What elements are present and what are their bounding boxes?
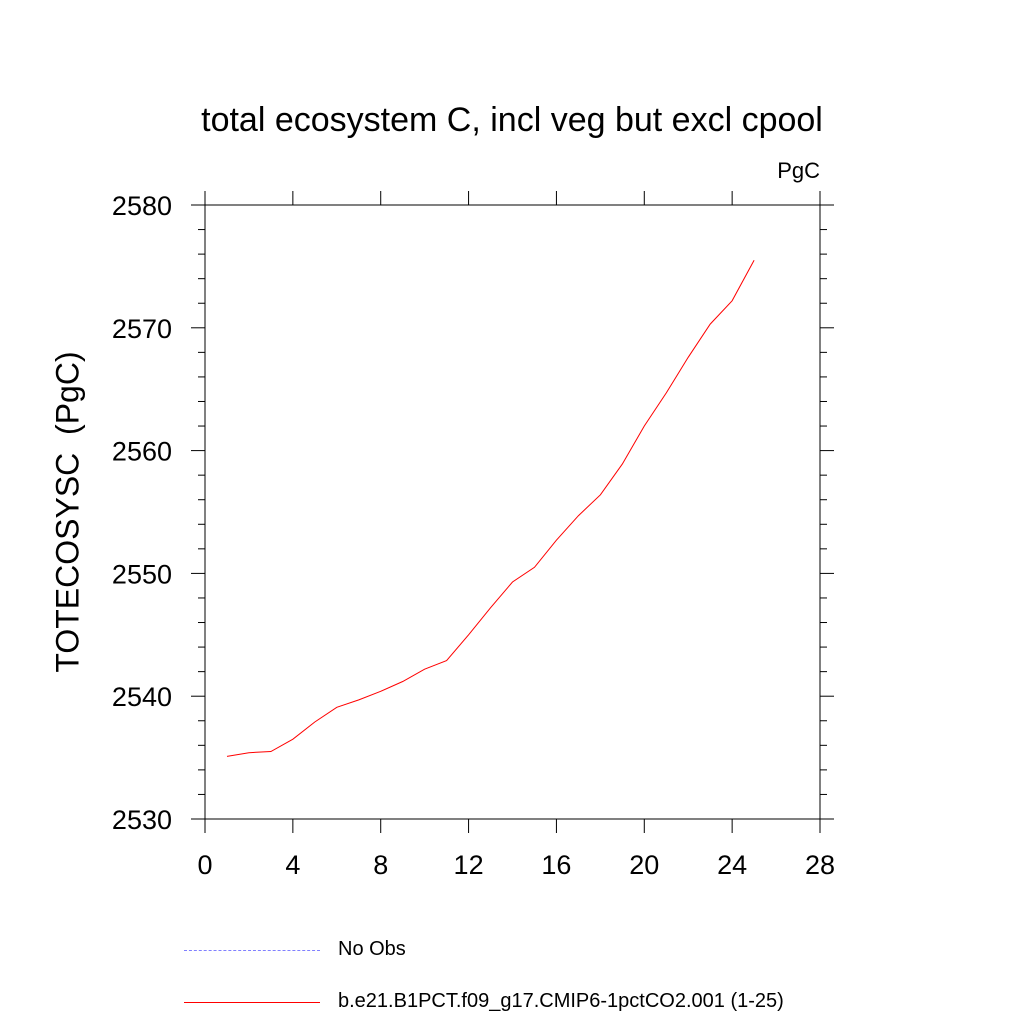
x-tick-label: 0 xyxy=(197,850,212,880)
y-tick-label: 2550 xyxy=(112,559,172,589)
x-tick-label: 8 xyxy=(373,850,388,880)
units-label: PgC xyxy=(777,158,820,183)
chart-title: total ecosystem C, incl veg but excl cpo… xyxy=(201,101,823,139)
legend-label-model-run: b.e21.B1PCT.f09_g17.CMIP6-1pctCO2.001 (1… xyxy=(338,990,784,1012)
y-tick-label: 2540 xyxy=(112,682,172,712)
series-line-1 xyxy=(226,260,755,757)
y-tick-label: 2530 xyxy=(112,805,172,835)
y-tick-label: 2580 xyxy=(112,191,172,221)
x-tick-label: 4 xyxy=(285,850,300,880)
y-tick-label: 2570 xyxy=(112,314,172,344)
legend-swatch-model-run xyxy=(184,1002,320,1003)
y-axis-label: TOTECOSYSC (PgC) xyxy=(49,351,86,673)
x-tick-label: 20 xyxy=(629,850,659,880)
x-tick-label: 12 xyxy=(454,850,484,880)
x-tick-label: 24 xyxy=(717,850,747,880)
legend-item-no-obs: No Obs xyxy=(184,935,884,965)
legend-label-no-obs: No Obs xyxy=(338,938,406,960)
y-tick-label: 2560 xyxy=(112,437,172,467)
legend-item-model-run: b.e21.B1PCT.f09_g17.CMIP6-1pctCO2.001 (1… xyxy=(184,987,884,1017)
plot-frame xyxy=(204,204,821,820)
x-tick-label: 28 xyxy=(805,850,835,880)
legend-swatch-no-obs xyxy=(184,950,320,951)
x-tick-label: 16 xyxy=(541,850,571,880)
